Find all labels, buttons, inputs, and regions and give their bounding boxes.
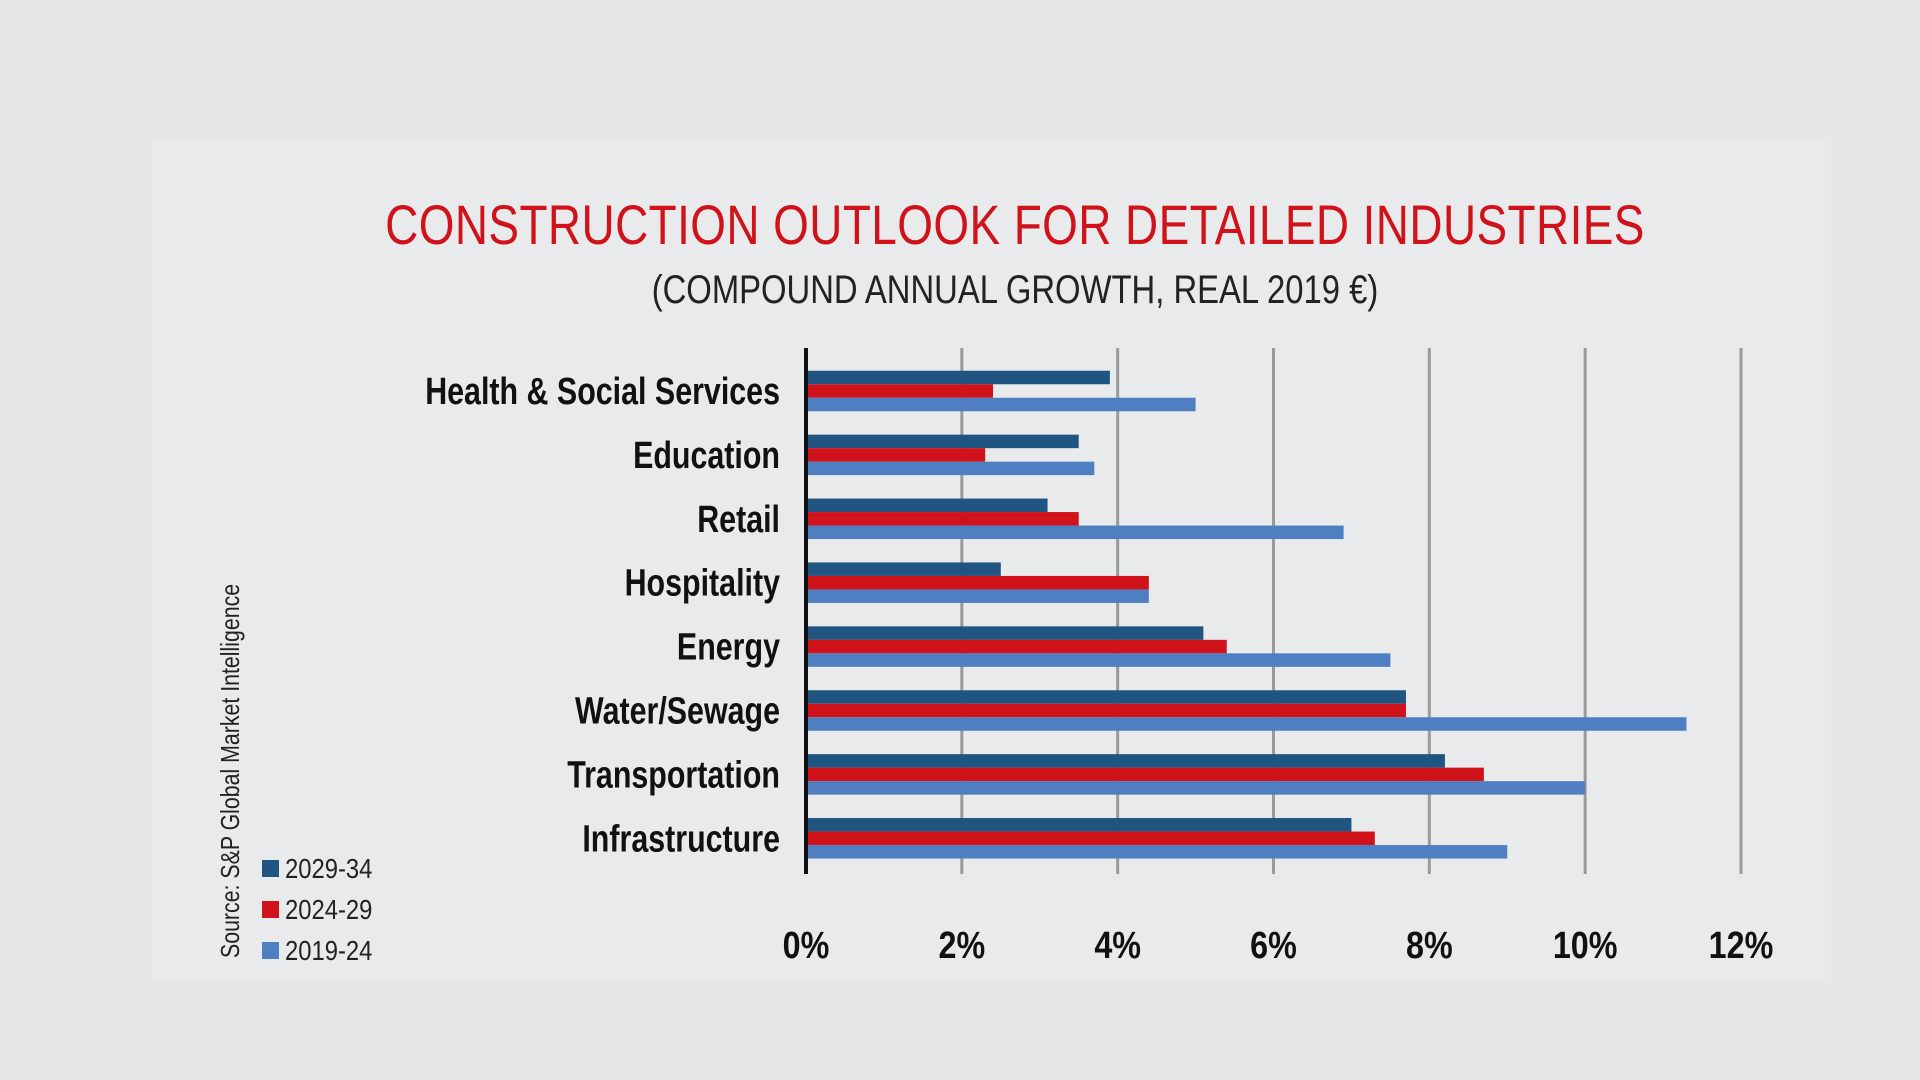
- bar: [806, 370, 1110, 385]
- category-label: Education: [633, 435, 780, 477]
- bar: [806, 717, 1687, 731]
- category-label: Retail: [697, 499, 780, 541]
- bar: [806, 653, 1391, 667]
- bar: [806, 562, 1001, 576]
- chart-title: CONSTRUCTION OUTLOOK FOR DETAILED INDUST…: [385, 193, 1645, 256]
- x-tick-label: 6%: [1250, 925, 1297, 967]
- bar: [806, 845, 1508, 859]
- bar: [806, 397, 1196, 412]
- category-label: Energy: [677, 626, 780, 668]
- category-label: Water/Sewage: [575, 690, 780, 732]
- x-tick-label: 2%: [938, 925, 985, 967]
- legend-item: 2029-34: [262, 848, 388, 889]
- legend-item: 2024-29: [262, 889, 388, 930]
- bar: [806, 754, 1445, 768]
- bar: [806, 767, 1484, 782]
- bar: [806, 384, 993, 398]
- x-tick-label: 4%: [1094, 925, 1141, 967]
- bar: [806, 448, 986, 462]
- bar: [806, 690, 1406, 704]
- legend-label: 2029-34: [285, 852, 373, 884]
- legend-label: 2024-29: [285, 893, 373, 925]
- category-label: Hospitality: [625, 563, 780, 605]
- legend-item: 2019-24: [262, 930, 388, 971]
- legend-swatch: [262, 901, 279, 918]
- bar: [806, 818, 1352, 832]
- legend-swatch: [262, 860, 279, 877]
- chart-subtitle: (COMPOUND ANNUAL GROWTH, REAL 2019 €): [651, 268, 1379, 312]
- bar: [806, 703, 1406, 718]
- bar: [806, 639, 1227, 654]
- bar: [806, 434, 1079, 449]
- legend-swatch: [262, 942, 279, 959]
- bar: [806, 589, 1149, 603]
- bar: [806, 575, 1149, 590]
- bar: [806, 525, 1344, 540]
- x-tick-label: 10%: [1553, 925, 1618, 967]
- x-tick-label: 12%: [1709, 925, 1774, 967]
- category-label: Transportation: [567, 754, 780, 796]
- category-label: Health & Social Services: [425, 371, 780, 413]
- bar: [806, 626, 1204, 640]
- bar: [806, 461, 1095, 476]
- legend-label: 2019-24: [285, 934, 373, 966]
- category-label: Infrastructure: [582, 818, 780, 860]
- bar: [806, 498, 1048, 513]
- bar: [806, 512, 1079, 526]
- legend: 2029-34 2024-29 2019-24: [262, 848, 388, 971]
- x-tick-label: 8%: [1406, 925, 1453, 967]
- bar: [806, 781, 1586, 795]
- bar: [806, 831, 1375, 846]
- x-tick-label: 0%: [783, 925, 830, 967]
